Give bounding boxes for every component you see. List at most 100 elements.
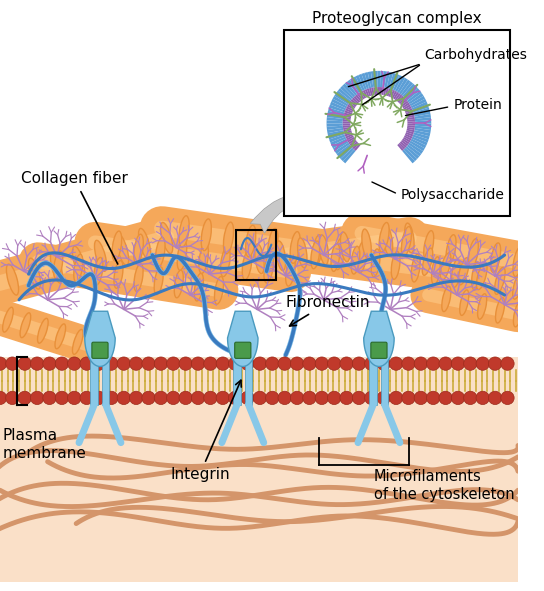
Ellipse shape (422, 248, 433, 275)
Polygon shape (346, 106, 354, 111)
Polygon shape (326, 117, 343, 121)
Polygon shape (404, 106, 412, 111)
Ellipse shape (384, 226, 393, 256)
Circle shape (166, 391, 180, 405)
Circle shape (80, 391, 94, 405)
Polygon shape (327, 111, 344, 117)
Polygon shape (413, 105, 429, 112)
Circle shape (18, 391, 32, 405)
Circle shape (55, 357, 69, 371)
Polygon shape (327, 128, 343, 133)
Ellipse shape (154, 267, 163, 295)
Polygon shape (412, 135, 429, 142)
Circle shape (290, 357, 304, 371)
Ellipse shape (319, 235, 329, 265)
Polygon shape (406, 131, 414, 135)
Circle shape (6, 391, 19, 405)
Ellipse shape (114, 261, 123, 288)
Ellipse shape (242, 250, 252, 280)
Circle shape (426, 357, 440, 371)
Polygon shape (402, 138, 410, 144)
Circle shape (353, 391, 366, 405)
Ellipse shape (95, 241, 107, 271)
Polygon shape (343, 150, 356, 163)
Polygon shape (336, 144, 351, 157)
Circle shape (92, 357, 106, 371)
Circle shape (166, 357, 180, 371)
Polygon shape (335, 142, 350, 154)
Polygon shape (328, 132, 344, 139)
Circle shape (476, 391, 490, 405)
Circle shape (501, 391, 514, 405)
Bar (90, 357, 98, 405)
Polygon shape (347, 80, 359, 95)
Circle shape (142, 357, 155, 371)
Polygon shape (349, 100, 356, 107)
Polygon shape (385, 72, 390, 88)
Text: Carbohydrates: Carbohydrates (425, 48, 528, 62)
Polygon shape (382, 71, 387, 87)
Ellipse shape (112, 231, 122, 261)
Circle shape (179, 391, 193, 405)
Ellipse shape (179, 216, 189, 248)
Ellipse shape (424, 230, 434, 260)
Polygon shape (371, 87, 374, 95)
Circle shape (377, 391, 391, 405)
Bar (369, 357, 377, 405)
Polygon shape (352, 98, 359, 104)
Ellipse shape (442, 286, 451, 311)
Polygon shape (380, 71, 384, 87)
Ellipse shape (177, 241, 187, 270)
Ellipse shape (156, 238, 165, 267)
Polygon shape (328, 108, 344, 115)
Polygon shape (353, 142, 359, 150)
Circle shape (67, 391, 81, 405)
Polygon shape (340, 86, 354, 99)
Polygon shape (354, 96, 360, 103)
Polygon shape (338, 88, 352, 100)
Ellipse shape (51, 252, 63, 283)
Polygon shape (407, 119, 415, 122)
Polygon shape (405, 108, 413, 113)
Circle shape (265, 391, 279, 405)
Polygon shape (364, 311, 394, 366)
Circle shape (80, 357, 94, 371)
Polygon shape (338, 146, 353, 159)
Polygon shape (407, 117, 415, 120)
Polygon shape (398, 96, 404, 103)
Polygon shape (413, 108, 430, 115)
Circle shape (55, 391, 69, 405)
Ellipse shape (514, 301, 522, 327)
Ellipse shape (401, 226, 411, 256)
Bar (236, 230, 276, 280)
Circle shape (340, 357, 353, 371)
Polygon shape (358, 74, 367, 90)
Circle shape (117, 391, 131, 405)
Circle shape (439, 391, 452, 405)
Ellipse shape (391, 252, 400, 280)
FancyBboxPatch shape (371, 342, 387, 358)
Text: Collagen fiber: Collagen fiber (21, 171, 128, 264)
Bar (245, 357, 252, 405)
Polygon shape (332, 96, 348, 106)
Polygon shape (411, 139, 426, 148)
Ellipse shape (72, 329, 83, 355)
Polygon shape (85, 311, 115, 366)
Polygon shape (346, 135, 354, 141)
Ellipse shape (220, 247, 230, 277)
Circle shape (290, 391, 304, 405)
Polygon shape (344, 111, 352, 115)
Polygon shape (364, 89, 369, 97)
Polygon shape (388, 89, 393, 97)
Polygon shape (395, 93, 401, 100)
Circle shape (463, 357, 477, 371)
Polygon shape (402, 150, 415, 163)
Ellipse shape (38, 319, 48, 343)
Circle shape (303, 391, 316, 405)
Polygon shape (345, 108, 353, 113)
Ellipse shape (468, 239, 478, 268)
Circle shape (129, 357, 143, 371)
Polygon shape (390, 90, 395, 98)
Circle shape (489, 357, 502, 371)
Polygon shape (400, 141, 407, 148)
